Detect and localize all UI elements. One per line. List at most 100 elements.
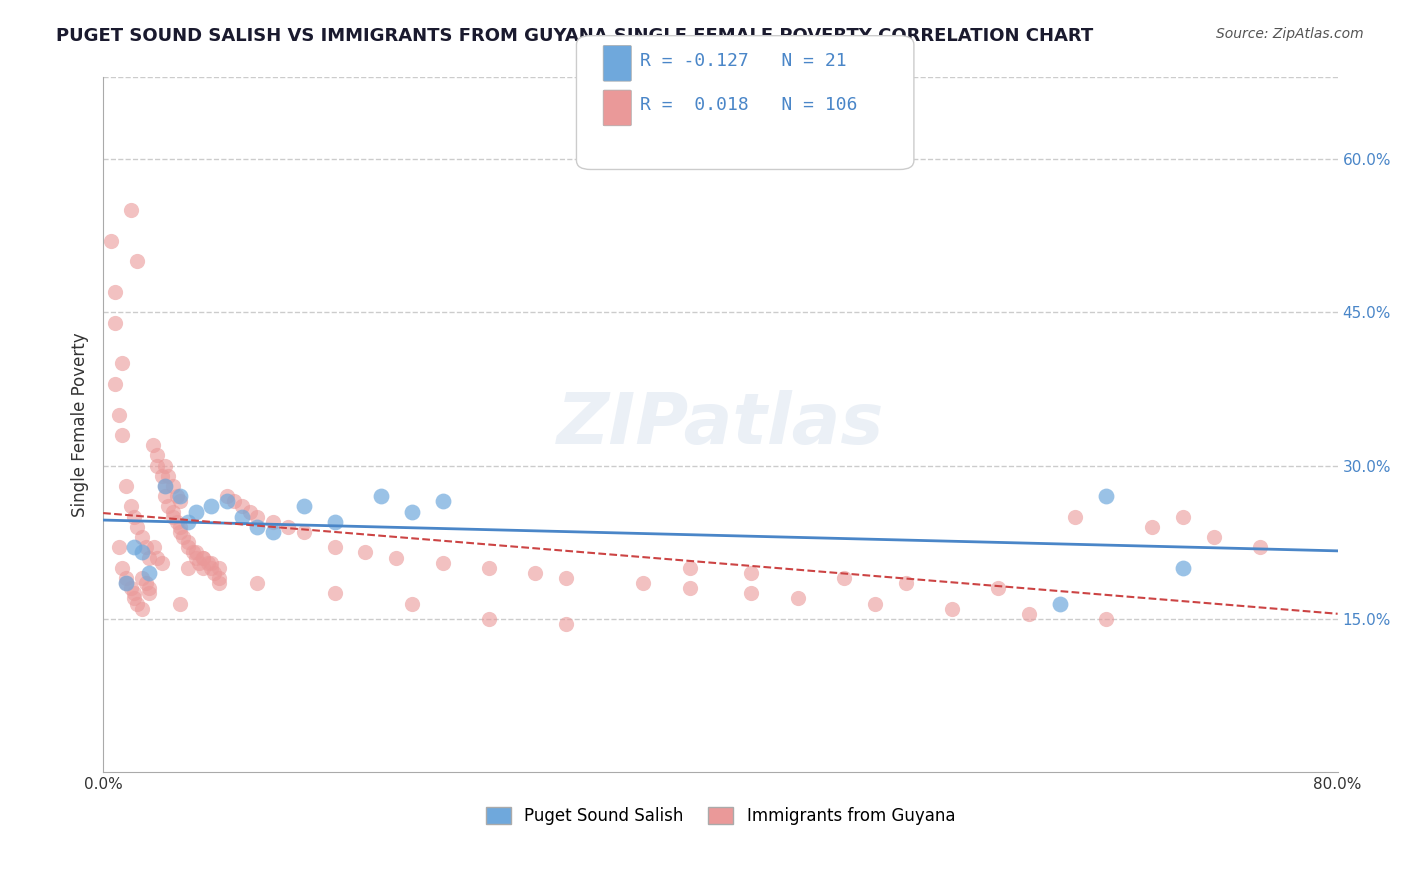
Point	[111, 560, 134, 574]
Point	[187, 556, 209, 570]
Point	[143, 541, 166, 555]
Point	[1018, 607, 1040, 621]
Point	[987, 581, 1010, 595]
Point	[215, 489, 238, 503]
Point	[169, 597, 191, 611]
Point	[122, 509, 145, 524]
Text: R =  0.018   N = 106: R = 0.018 N = 106	[640, 96, 858, 114]
Legend: Puget Sound Salish, Immigrants from Guyana: Puget Sound Salish, Immigrants from Guya…	[477, 798, 963, 833]
Point	[120, 203, 142, 218]
Point	[131, 601, 153, 615]
Text: Source: ZipAtlas.com: Source: ZipAtlas.com	[1216, 27, 1364, 41]
Point	[131, 571, 153, 585]
Point	[135, 576, 157, 591]
Point	[1204, 530, 1226, 544]
Text: R = -0.127   N = 21: R = -0.127 N = 21	[640, 52, 846, 70]
Point	[432, 494, 454, 508]
Point	[208, 576, 231, 591]
Point	[184, 550, 207, 565]
Point	[153, 458, 176, 473]
Point	[354, 545, 377, 559]
Point	[231, 509, 253, 524]
Point	[1173, 509, 1195, 524]
Point	[169, 494, 191, 508]
Point	[125, 520, 148, 534]
Point	[104, 285, 127, 299]
Point	[1250, 541, 1272, 555]
Point	[215, 494, 238, 508]
Point	[740, 586, 762, 600]
Point	[141, 438, 163, 452]
Point	[138, 566, 160, 580]
Point	[150, 556, 173, 570]
Point	[122, 541, 145, 555]
Point	[208, 571, 231, 585]
Point	[115, 576, 138, 591]
Point	[524, 566, 547, 580]
Point	[135, 541, 157, 555]
Point	[120, 500, 142, 514]
Point	[138, 581, 160, 595]
Point	[153, 479, 176, 493]
Point	[125, 597, 148, 611]
Point	[104, 316, 127, 330]
Point	[1064, 509, 1087, 524]
Point	[125, 254, 148, 268]
Point	[193, 550, 215, 565]
Point	[678, 560, 700, 574]
Point	[156, 468, 179, 483]
Point	[115, 571, 138, 585]
Point	[555, 571, 578, 585]
Point	[153, 479, 176, 493]
Point	[177, 515, 200, 529]
Point	[239, 505, 262, 519]
Y-axis label: Single Female Poverty: Single Female Poverty	[72, 333, 89, 517]
Point	[107, 541, 129, 555]
Point	[323, 541, 346, 555]
Point	[1142, 520, 1164, 534]
Point	[385, 550, 408, 565]
Point	[200, 500, 222, 514]
Point	[678, 581, 700, 595]
Point	[184, 505, 207, 519]
Point	[246, 509, 269, 524]
Point	[401, 597, 423, 611]
Point	[162, 509, 184, 524]
Point	[1095, 612, 1118, 626]
Point	[122, 591, 145, 606]
Point	[631, 576, 654, 591]
Point	[138, 550, 160, 565]
Point	[478, 612, 501, 626]
Point	[162, 479, 184, 493]
Point	[786, 591, 808, 606]
Point	[169, 489, 191, 503]
Point	[193, 560, 215, 574]
Point	[104, 376, 127, 391]
Point	[740, 566, 762, 580]
Point	[150, 468, 173, 483]
Point	[177, 541, 200, 555]
Point	[231, 500, 253, 514]
Point	[184, 545, 207, 559]
Point	[941, 601, 963, 615]
Point	[100, 234, 122, 248]
Point	[122, 586, 145, 600]
Point	[146, 449, 169, 463]
Point	[138, 586, 160, 600]
Point	[323, 586, 346, 600]
Point	[200, 560, 222, 574]
Point	[292, 524, 315, 539]
Point	[224, 494, 246, 508]
Point	[166, 515, 188, 529]
Point	[193, 550, 215, 565]
Point	[208, 560, 231, 574]
Point	[370, 489, 392, 503]
Point	[894, 576, 917, 591]
Point	[166, 489, 188, 503]
Point	[197, 556, 219, 570]
Point	[169, 520, 191, 534]
Point	[401, 505, 423, 519]
Point	[292, 500, 315, 514]
Point	[111, 428, 134, 442]
Point	[200, 556, 222, 570]
